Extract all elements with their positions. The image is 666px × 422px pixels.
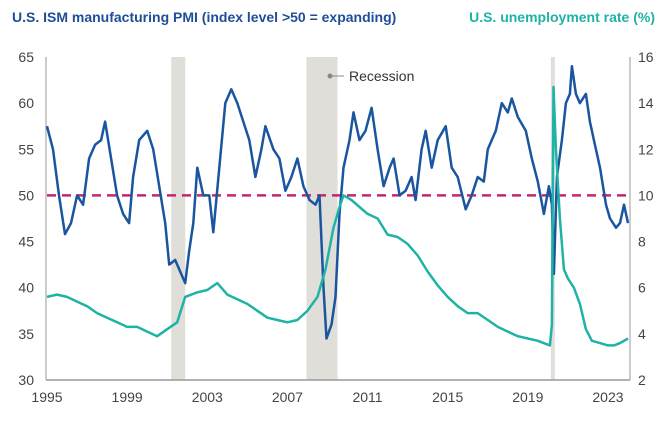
x-tick-label: 1999 bbox=[112, 389, 143, 405]
x-tick-label: 2007 bbox=[272, 389, 303, 405]
right-y-tick-label: 16 bbox=[638, 49, 654, 65]
x-tick-label: 1995 bbox=[31, 389, 62, 405]
left-y-tick-label: 60 bbox=[18, 95, 34, 111]
left-y-tick-label: 30 bbox=[18, 372, 34, 388]
right-y-tick-label: 4 bbox=[638, 326, 646, 342]
left-y-tick-label: 50 bbox=[18, 187, 34, 203]
left-y-tick-label: 40 bbox=[18, 280, 34, 296]
pmi-line bbox=[45, 64, 630, 340]
unemployment-line bbox=[46, 85, 629, 347]
x-tick-label: 2023 bbox=[592, 389, 623, 405]
recession-bands bbox=[171, 57, 555, 380]
x-tick-label: 2015 bbox=[432, 389, 463, 405]
recession-label: Recession bbox=[349, 68, 414, 84]
tick-labels: 1995 1999 2003 2007 2011 2015 2019 202330354045… bbox=[18, 49, 653, 405]
axes bbox=[45, 57, 631, 381]
series-lines bbox=[45, 64, 630, 347]
recession-band bbox=[306, 57, 338, 380]
right-y-tick-label: 6 bbox=[638, 280, 646, 296]
left-y-tick-label: 55 bbox=[18, 141, 34, 157]
right-y-tick-label: 10 bbox=[638, 187, 654, 203]
right-axis-title: U.S. unemployment rate (%) bbox=[469, 9, 655, 25]
x-tick-label: 2019 bbox=[512, 389, 543, 405]
recession-legend: Recession bbox=[327, 68, 414, 84]
right-y-tick-label: 8 bbox=[638, 234, 646, 250]
right-y-tick-label: 2 bbox=[638, 372, 646, 388]
left-y-tick-label: 35 bbox=[18, 326, 34, 342]
left-y-tick-label: 65 bbox=[18, 49, 34, 65]
right-y-tick-label: 14 bbox=[638, 95, 654, 111]
left-axis-title: U.S. ISM manufacturing PMI (index level … bbox=[12, 9, 396, 25]
right-y-tick-label: 12 bbox=[638, 141, 654, 157]
x-tick-label: 2003 bbox=[192, 389, 223, 405]
recession-band bbox=[171, 57, 186, 380]
left-y-tick-label: 45 bbox=[18, 234, 34, 250]
x-tick-label: 2011 bbox=[352, 389, 382, 405]
